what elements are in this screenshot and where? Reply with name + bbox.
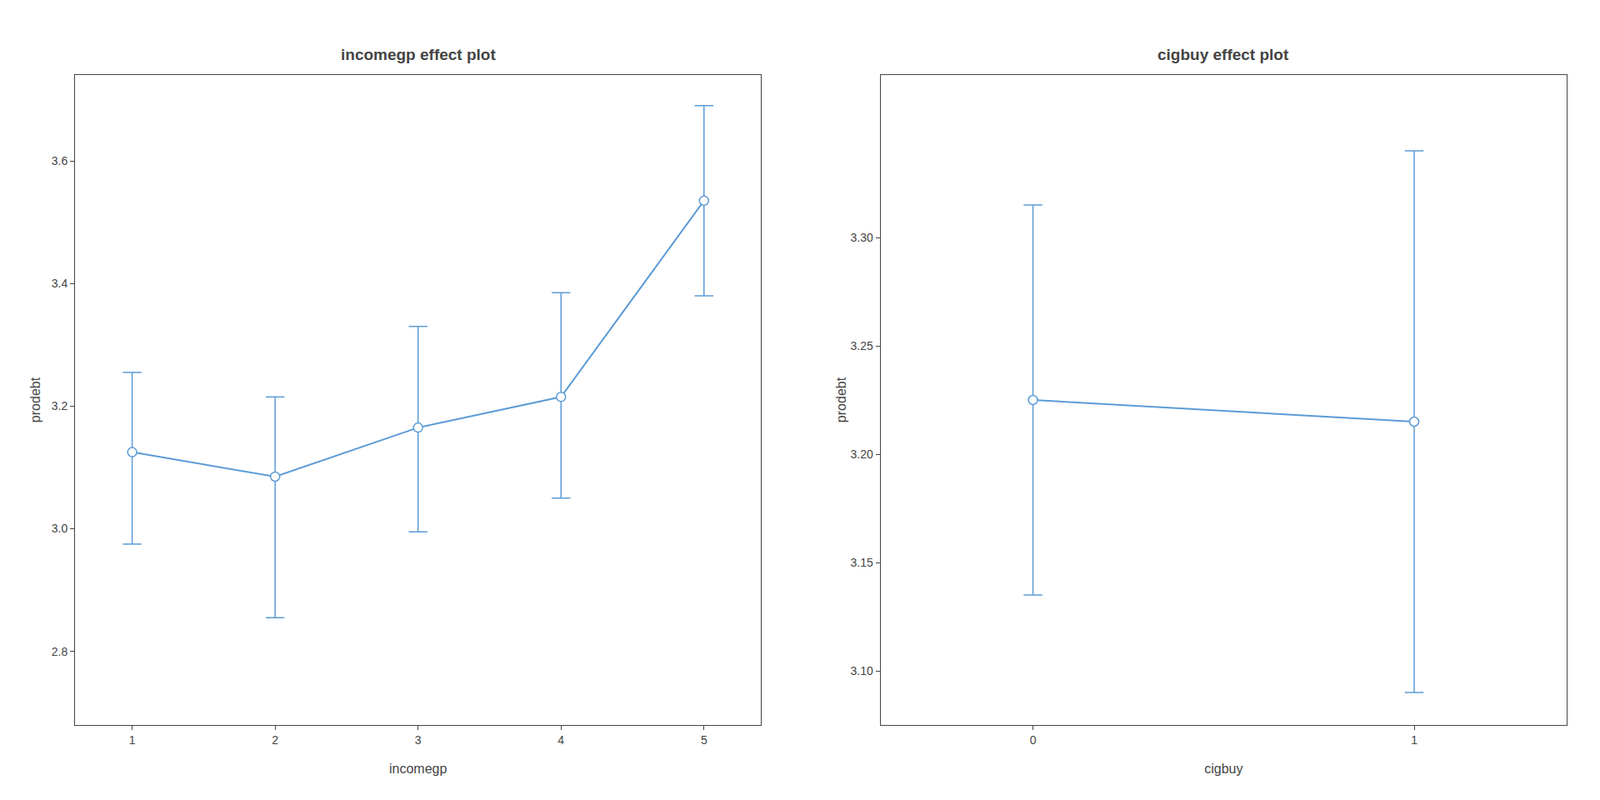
svg-text:prodebt: prodebt bbox=[28, 376, 43, 423]
svg-text:3.6: 3.6 bbox=[51, 154, 69, 168]
svg-text:1: 1 bbox=[1410, 733, 1418, 747]
svg-text:2.8: 2.8 bbox=[51, 645, 69, 659]
svg-text:4: 4 bbox=[557, 733, 565, 747]
svg-text:cigbuy effect plot: cigbuy effect plot bbox=[1157, 45, 1290, 64]
svg-text:incomegp: incomegp bbox=[389, 761, 447, 776]
svg-text:3.15: 3.15 bbox=[850, 555, 874, 570]
svg-text:3: 3 bbox=[415, 733, 422, 747]
svg-text:2: 2 bbox=[271, 733, 279, 747]
svg-text:1: 1 bbox=[129, 733, 136, 747]
svg-text:3.2: 3.2 bbox=[51, 399, 69, 413]
svg-text:3.20: 3.20 bbox=[850, 447, 874, 461]
svg-text:incomegp effect plot: incomegp effect plot bbox=[340, 45, 496, 64]
svg-text:3.30: 3.30 bbox=[850, 230, 874, 245]
svg-text:3.25: 3.25 bbox=[850, 339, 874, 353]
svg-text:prodebt: prodebt bbox=[834, 376, 849, 423]
svg-text:0: 0 bbox=[1030, 733, 1037, 747]
svg-text:cigbuy: cigbuy bbox=[1204, 761, 1243, 776]
svg-text:3.4: 3.4 bbox=[51, 276, 69, 290]
svg-text:3.0: 3.0 bbox=[51, 521, 69, 535]
svg-text:3.10: 3.10 bbox=[850, 664, 874, 678]
svg-text:5: 5 bbox=[700, 733, 708, 747]
